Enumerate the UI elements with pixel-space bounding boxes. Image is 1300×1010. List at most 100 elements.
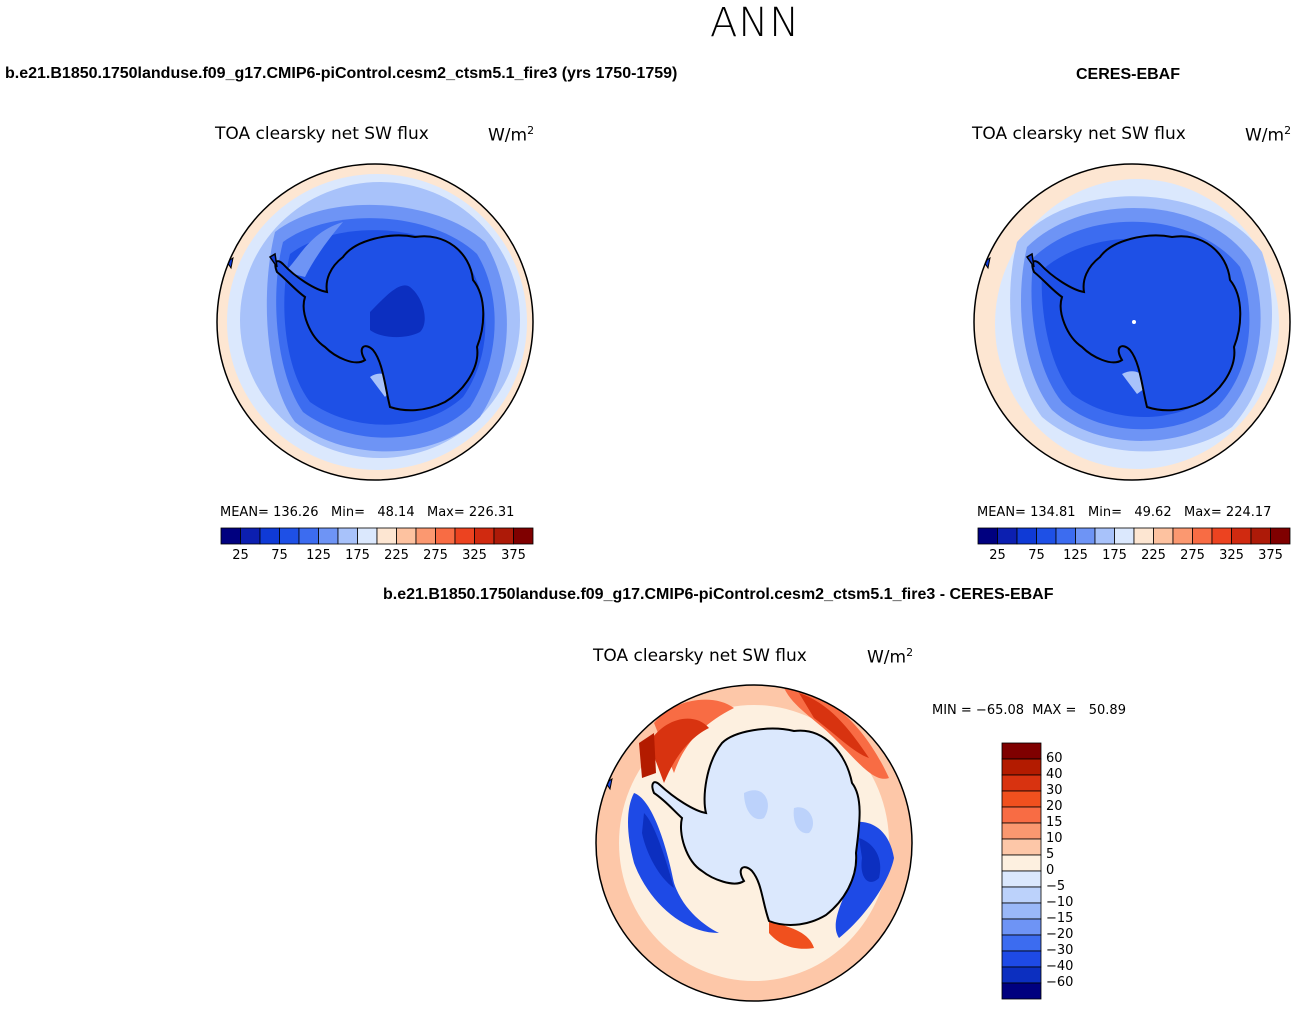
left-stats: MEAN= 136.26 Min= 48.14 Max= 226.31 (220, 505, 515, 520)
left-polar-map (216, 163, 534, 481)
colorbar-tick-label: 325 (462, 548, 487, 563)
right-polar-map (973, 163, 1291, 481)
colorbar-swatch (240, 527, 261, 545)
colorbar-tick-label: −20 (1046, 927, 1074, 942)
colorbar-tick-label: 275 (423, 548, 448, 563)
colorbar-tick-label: −15 (1046, 911, 1074, 926)
colorbar-swatch (1270, 527, 1291, 545)
colorbar-swatch (1001, 854, 1042, 872)
colorbar-swatch (1001, 934, 1042, 952)
colorbar-tick-label: 225 (1141, 548, 1166, 563)
colorbar-tick-label: −10 (1046, 895, 1074, 910)
left-field-label: TOA clearsky net SW flux (215, 124, 429, 144)
colorbar-swatch (1055, 527, 1076, 545)
colorbar-swatch (1192, 527, 1213, 545)
colorbar-tick-label: 125 (306, 548, 331, 563)
colorbar-swatch (1094, 527, 1115, 545)
right-units-label: W/m2 (1245, 124, 1292, 146)
colorbar-swatch (1114, 527, 1135, 545)
colorbar-swatch (318, 527, 339, 545)
colorbar-tick-label: 0 (1046, 863, 1055, 878)
left-colorbar-ticks: 25 75 125 175 225 275 325 375 (220, 548, 534, 566)
colorbar-swatch (977, 527, 998, 545)
colorbar-swatch (1016, 527, 1037, 545)
colorbar-swatch (220, 527, 241, 545)
colorbar-tick-label: −30 (1046, 943, 1074, 958)
colorbar-tick-label: 60 (1046, 751, 1063, 766)
colorbar-swatch (1001, 950, 1042, 968)
colorbar-tick-label: 125 (1063, 548, 1088, 563)
colorbar-tick-label: −5 (1046, 879, 1066, 894)
colorbar-swatch (435, 527, 456, 545)
colorbar-tick-label: 15 (1046, 815, 1063, 830)
colorbar-tick-label: 225 (384, 548, 409, 563)
colorbar-swatch (1001, 742, 1042, 760)
right-field-label: TOA clearsky net SW flux (972, 124, 1186, 144)
colorbar-swatch (337, 527, 358, 545)
colorbar-tick-label: 30 (1046, 783, 1063, 798)
colorbar-swatch (1001, 758, 1042, 776)
colorbar-tick-label: 325 (1219, 548, 1244, 563)
colorbar-swatch (1001, 838, 1042, 856)
colorbar-swatch (1001, 918, 1042, 936)
colorbar-swatch (1211, 527, 1232, 545)
colorbar-tick-label: 75 (1028, 548, 1045, 563)
colorbar-swatch (513, 527, 534, 545)
diff-colorbar (1001, 742, 1042, 1000)
colorbar-tick-label: −40 (1046, 959, 1074, 974)
deep-low-region (370, 285, 425, 338)
colorbar-swatch (1001, 822, 1042, 840)
colorbar-tick-label: 20 (1046, 799, 1063, 814)
colorbar-swatch (259, 527, 280, 545)
colorbar-swatch (1172, 527, 1193, 545)
colorbar-tick-label: 10 (1046, 831, 1063, 846)
colorbar-swatch (1001, 870, 1042, 888)
colorbar-swatch (1231, 527, 1252, 545)
colorbar-swatch (298, 527, 319, 545)
right-stats: MEAN= 134.81 Min= 49.62 Max= 224.17 (977, 505, 1272, 520)
colorbar-swatch (1133, 527, 1154, 545)
colorbar-tick-label: −60 (1046, 975, 1074, 990)
colorbar-swatch (357, 527, 378, 545)
colorbar-swatch (1001, 790, 1042, 808)
diff-minmax: MIN = −65.08 MAX = 50.89 (932, 703, 1126, 718)
colorbar-swatch (279, 527, 300, 545)
right-case-title: CERES-EBAF (1076, 66, 1181, 83)
colorbar-swatch (415, 527, 436, 545)
colorbar-swatch (1001, 982, 1042, 1000)
colorbar-tick-label: 25 (232, 548, 249, 563)
diff-field-label: TOA clearsky net SW flux (593, 646, 807, 666)
colorbar-swatch (454, 527, 475, 545)
colorbar-tick-label: 75 (271, 548, 288, 563)
colorbar-swatch (1250, 527, 1271, 545)
colorbar-swatch (997, 527, 1018, 545)
colorbar-tick-label: 175 (1102, 548, 1127, 563)
colorbar-swatch (1001, 886, 1042, 904)
colorbar-swatch (396, 527, 417, 545)
colorbar-swatch (1153, 527, 1174, 545)
colorbar-swatch (1075, 527, 1096, 545)
colorbar-swatch (474, 527, 495, 545)
right-colorbar (977, 527, 1291, 545)
colorbar-swatch (1001, 966, 1042, 984)
colorbar-swatch (1001, 774, 1042, 792)
left-units-label: W/m2 (488, 124, 535, 146)
colorbar-tick-label: 25 (989, 548, 1006, 563)
colorbar-swatch (1001, 902, 1042, 920)
colorbar-swatch (493, 527, 514, 545)
colorbar-swatch (1001, 806, 1042, 824)
diff-units-label: W/m2 (867, 646, 914, 668)
colorbar-tick-label: 375 (1258, 548, 1283, 563)
right-colorbar-ticks: 25 75 125 175 225 275 325 375 (977, 548, 1291, 566)
diff-polar-map (595, 684, 913, 1002)
diff-colorbar-ticks: 60 40 30 20 15 10 5 0 −5 −10 −15 −20 −30 −40 −60 (1046, 742, 1086, 1000)
colorbar-tick-label: 40 (1046, 767, 1063, 782)
colorbar-tick-label: 5 (1046, 847, 1055, 862)
left-case-title: b.e21.B1850.1750landuse.f09_g17.CMIP6-pi… (5, 65, 678, 82)
diff-case-title: b.e21.B1850.1750landuse.f09_g17.CMIP6-pi… (383, 586, 1054, 603)
colorbar-swatch (1036, 527, 1057, 545)
colorbar-tick-label: 275 (1180, 548, 1205, 563)
colorbar-tick-label: 375 (501, 548, 526, 563)
colorbar-tick-label: 175 (345, 548, 370, 563)
colorbar-swatch (376, 527, 397, 545)
